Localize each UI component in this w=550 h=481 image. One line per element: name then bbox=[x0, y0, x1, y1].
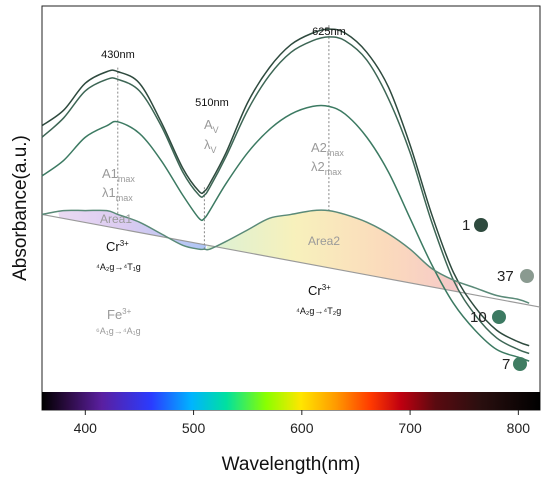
cr-right-label: Cr3+ bbox=[308, 283, 331, 298]
cr-left-transition: ⁴A₂g→⁴T₁g bbox=[96, 262, 141, 272]
x-tick-label-700: 700 bbox=[398, 420, 422, 436]
y-axis-title: Absorbance(a.u.) bbox=[10, 135, 31, 281]
a1-max-label: A1max bbox=[102, 166, 135, 184]
plot-frame bbox=[41, 5, 541, 411]
peak-guide-lines bbox=[117, 25, 330, 250]
l2-max-label: λ2max bbox=[311, 159, 342, 177]
peak-label-625: 625nm bbox=[312, 26, 346, 38]
a2-max-label: A2max bbox=[311, 140, 344, 158]
sample-label-10: 10 bbox=[470, 309, 487, 326]
x-tick-label-800: 800 bbox=[507, 420, 531, 436]
series-line-1 bbox=[41, 28, 530, 347]
peak-label-430: 430nm bbox=[101, 49, 135, 61]
area2-fill bbox=[206, 210, 459, 292]
peak-label-510: 510nm bbox=[195, 97, 229, 109]
sample-label-7: 7 bbox=[502, 356, 510, 373]
cr-left-label: Cr3+ bbox=[106, 239, 129, 254]
area1-label: Area1 bbox=[100, 212, 132, 226]
sample-label-37: 37 bbox=[497, 268, 514, 285]
series-curves bbox=[41, 28, 530, 362]
spectrum-bar bbox=[42, 392, 540, 410]
series-line-10 bbox=[41, 104, 530, 362]
fe-label: Fe3+ bbox=[107, 307, 132, 322]
x-tick-label-500: 500 bbox=[182, 420, 206, 436]
x-axis-title: Wavelength(nm) bbox=[222, 454, 361, 475]
sample-marker-7 bbox=[513, 357, 527, 371]
series-line-7 bbox=[41, 209, 530, 304]
sample-marker-37 bbox=[520, 269, 534, 283]
x-tick-label-400: 400 bbox=[74, 420, 98, 436]
av-label: AV bbox=[204, 117, 219, 135]
l1-max-label: λ1max bbox=[102, 185, 133, 203]
baseline-line bbox=[41, 213, 541, 308]
sample-label-1: 1 bbox=[462, 217, 470, 234]
area1-fill bbox=[58, 210, 207, 250]
cr-right-transition: ⁴A₂g→⁴T₂g bbox=[296, 306, 341, 316]
fe-transition: ⁶A₁g→⁴A₁g bbox=[96, 326, 141, 336]
sample-marker-1 bbox=[474, 218, 488, 232]
series-line-37 bbox=[41, 36, 530, 355]
lv-label: λV bbox=[204, 137, 217, 155]
x-axis-ticks: 400 500 600 700 800 bbox=[74, 410, 531, 436]
sample-marker-10 bbox=[492, 310, 506, 324]
x-tick-label-600: 600 bbox=[290, 420, 314, 436]
area2-label: Area2 bbox=[308, 234, 340, 248]
